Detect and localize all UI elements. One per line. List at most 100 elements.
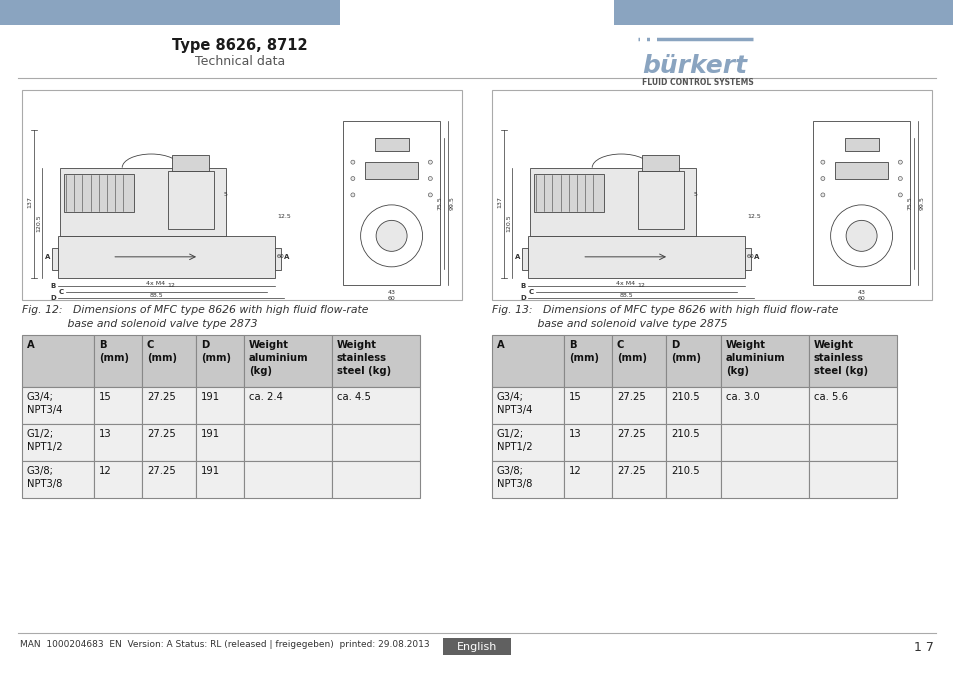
Bar xyxy=(563,424,612,461)
Bar xyxy=(530,168,695,236)
Circle shape xyxy=(351,193,355,197)
Bar xyxy=(720,461,808,498)
Text: 210.5: 210.5 xyxy=(670,466,699,476)
Text: C
(mm): C (mm) xyxy=(617,340,646,363)
Text: 12: 12 xyxy=(167,283,174,288)
Text: 60: 60 xyxy=(857,296,864,301)
Text: 99.5: 99.5 xyxy=(450,196,455,210)
Text: 27.25: 27.25 xyxy=(617,392,645,402)
Bar xyxy=(492,90,931,300)
Text: Weight
stainless
steel (kg): Weight stainless steel (kg) xyxy=(336,340,391,376)
Text: 60: 60 xyxy=(746,254,754,259)
Text: 88.5: 88.5 xyxy=(150,293,163,298)
Text: 15: 15 xyxy=(99,392,112,402)
Text: 13: 13 xyxy=(99,429,112,439)
Bar xyxy=(665,387,720,424)
Text: 5: 5 xyxy=(693,192,697,197)
Bar xyxy=(94,335,142,387)
Bar xyxy=(442,638,511,655)
Text: G3/8;
NPT3/8: G3/8; NPT3/8 xyxy=(497,466,532,489)
Bar xyxy=(808,461,896,498)
Bar xyxy=(612,387,665,424)
Bar xyxy=(665,335,720,387)
Text: G1/2;
NPT1/2: G1/2; NPT1/2 xyxy=(27,429,63,452)
Bar xyxy=(172,155,209,171)
Text: C: C xyxy=(59,289,64,295)
Text: 43: 43 xyxy=(857,290,864,295)
Circle shape xyxy=(820,193,824,197)
Text: A: A xyxy=(284,254,289,260)
Bar xyxy=(563,387,612,424)
Text: 137: 137 xyxy=(497,197,501,209)
Text: D: D xyxy=(519,295,525,301)
Bar xyxy=(720,387,808,424)
Text: 60: 60 xyxy=(276,254,284,259)
Bar xyxy=(612,461,665,498)
Bar xyxy=(244,424,332,461)
Circle shape xyxy=(351,160,355,164)
Text: A: A xyxy=(753,254,759,260)
Bar xyxy=(665,424,720,461)
Text: Fig. 13:   Dimensions of MFC type 8626 with high fluid flow-rate
             ba: Fig. 13: Dimensions of MFC type 8626 wit… xyxy=(492,305,838,329)
Bar xyxy=(492,387,563,424)
Text: 191: 191 xyxy=(201,392,220,402)
Bar xyxy=(244,387,332,424)
Bar xyxy=(64,174,133,212)
Text: Fig. 12:   Dimensions of MFC type 8626 with high fluid flow-rate
             ba: Fig. 12: Dimensions of MFC type 8626 wit… xyxy=(22,305,368,329)
Bar xyxy=(94,461,142,498)
Bar xyxy=(744,248,750,269)
Text: Type 8626, 8712: Type 8626, 8712 xyxy=(172,38,308,53)
Text: D
(mm): D (mm) xyxy=(201,340,231,363)
Text: Weight
stainless
steel (kg): Weight stainless steel (kg) xyxy=(813,340,867,376)
Bar xyxy=(332,461,419,498)
Text: 5: 5 xyxy=(224,192,228,197)
Bar xyxy=(94,424,142,461)
Bar xyxy=(142,461,195,498)
Bar xyxy=(58,236,274,278)
Bar xyxy=(168,171,213,229)
Bar xyxy=(332,387,419,424)
Bar xyxy=(492,335,563,387)
Text: A: A xyxy=(27,340,34,350)
Text: 4x M4: 4x M4 xyxy=(616,281,635,286)
Bar xyxy=(641,155,679,171)
Text: ca. 2.4: ca. 2.4 xyxy=(249,392,283,402)
Text: 12: 12 xyxy=(568,466,581,476)
Text: B: B xyxy=(520,283,525,289)
Text: 210.5: 210.5 xyxy=(670,429,699,439)
Bar xyxy=(0,0,339,25)
Bar xyxy=(492,461,563,498)
Bar xyxy=(195,387,244,424)
Bar xyxy=(94,387,142,424)
Circle shape xyxy=(820,160,824,164)
Text: C: C xyxy=(528,289,534,295)
Bar xyxy=(612,335,665,387)
Bar xyxy=(22,90,461,300)
Text: ca. 4.5: ca. 4.5 xyxy=(336,392,371,402)
Text: MAN  1000204683  EN  Version: A Status: RL (released | freigegeben)  printed: 29: MAN 1000204683 EN Version: A Status: RL … xyxy=(20,640,429,649)
Text: 12.5: 12.5 xyxy=(276,213,291,219)
Bar xyxy=(808,387,896,424)
Text: B
(mm): B (mm) xyxy=(99,340,129,363)
Bar xyxy=(332,335,419,387)
Bar xyxy=(195,461,244,498)
Bar xyxy=(639,36,646,42)
Bar xyxy=(638,171,683,229)
Bar xyxy=(365,162,417,178)
Circle shape xyxy=(375,220,407,251)
Bar xyxy=(527,236,744,278)
Bar xyxy=(665,461,720,498)
Bar xyxy=(720,335,808,387)
Text: G3/4;
NPT3/4: G3/4; NPT3/4 xyxy=(497,392,532,415)
Bar xyxy=(808,424,896,461)
Bar xyxy=(649,36,657,42)
Text: 27.25: 27.25 xyxy=(147,429,175,439)
Text: 1 7: 1 7 xyxy=(913,641,933,654)
Text: G3/8;
NPT3/8: G3/8; NPT3/8 xyxy=(27,466,62,489)
Circle shape xyxy=(360,205,422,267)
Bar xyxy=(563,461,612,498)
Text: A: A xyxy=(497,340,504,350)
Text: 13: 13 xyxy=(568,429,581,439)
Bar xyxy=(332,424,419,461)
Text: G1/2;
NPT1/2: G1/2; NPT1/2 xyxy=(497,429,532,452)
